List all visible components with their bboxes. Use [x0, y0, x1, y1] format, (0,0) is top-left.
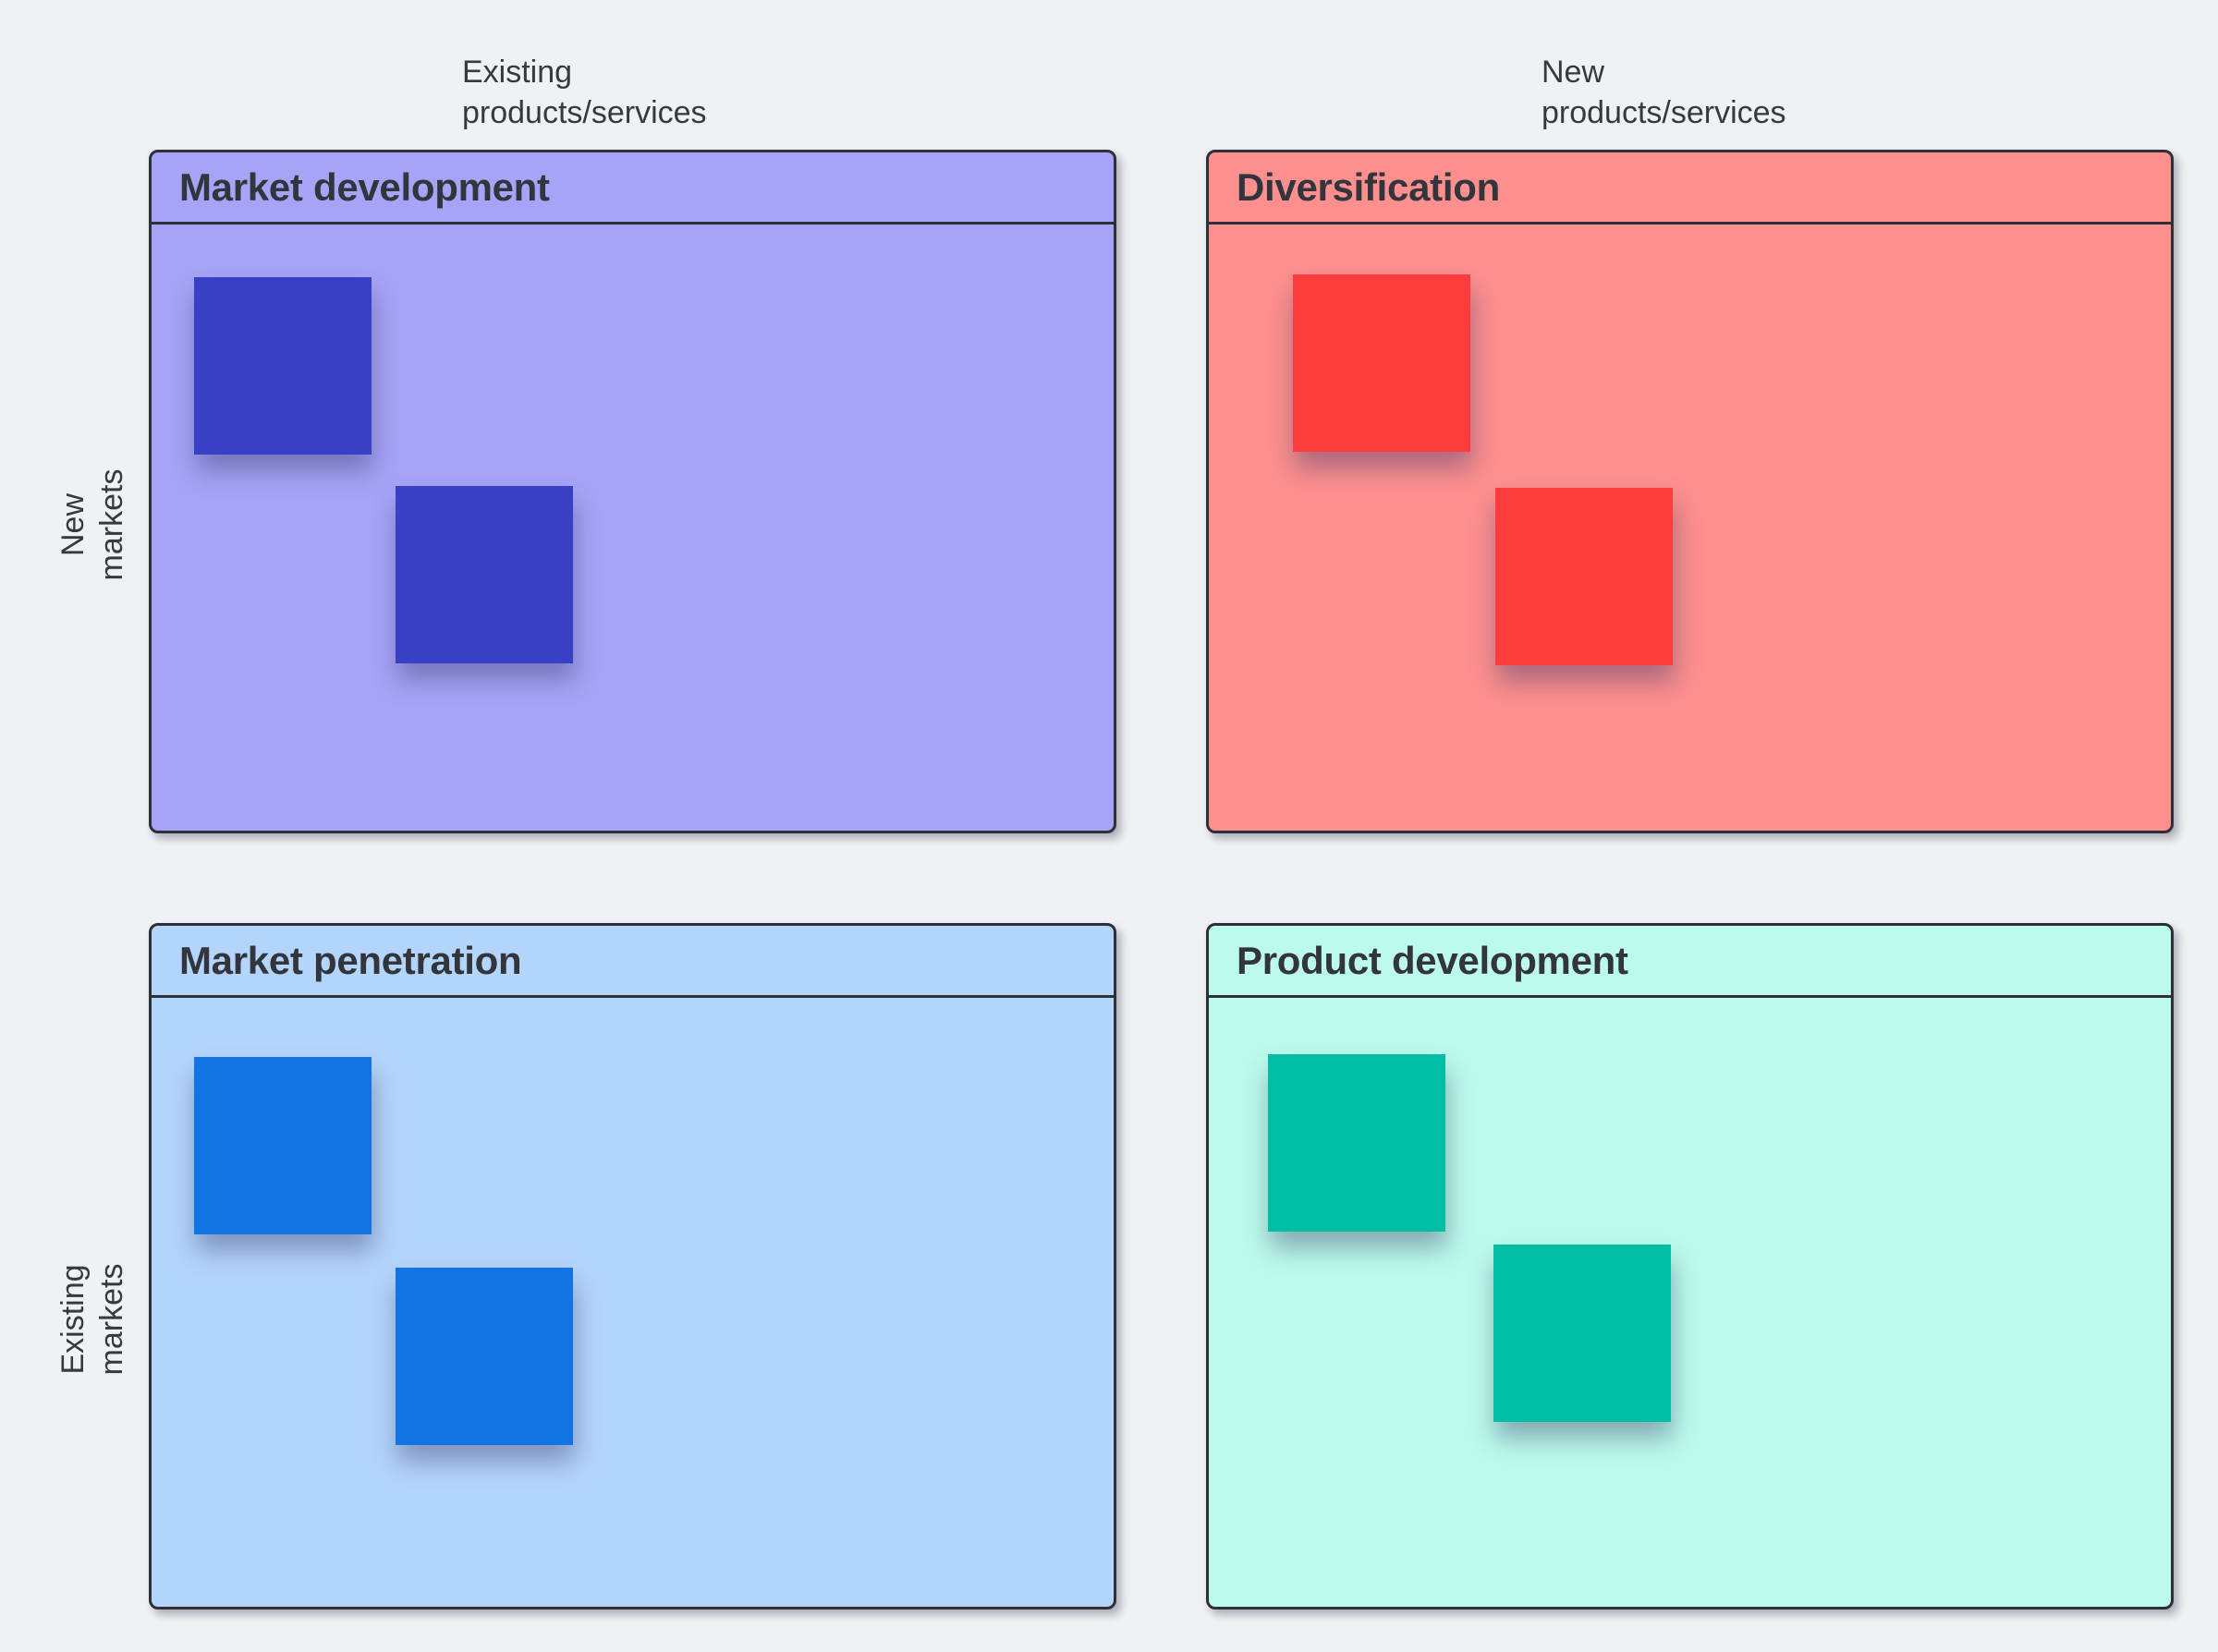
quadrant-title: Market development — [179, 164, 550, 209]
quadrant-title: Market penetration — [179, 938, 522, 982]
quadrant-header: Product development — [1209, 926, 2171, 998]
quadrant-product-development[interactable]: Product development — [1206, 923, 2174, 1609]
quadrant-title: Diversification — [1237, 164, 1500, 209]
quadrant-title: Product development — [1237, 938, 1628, 982]
column-label-new-products: New products/services — [1542, 55, 1786, 130]
sticky-note[interactable] — [1493, 1245, 1671, 1422]
quadrant-header: Market development — [152, 152, 1114, 225]
quadrant-diversification[interactable]: Diversification — [1206, 150, 2174, 833]
sticky-note[interactable] — [396, 486, 573, 663]
quadrant-header: Market penetration — [152, 926, 1114, 998]
quadrant-market-penetration[interactable]: Market penetration — [149, 923, 1116, 1609]
sticky-note[interactable] — [1293, 274, 1470, 452]
row-label-existing-markets: Existing markets — [55, 1263, 129, 1376]
column-label-existing-products: Existing products/services — [462, 55, 707, 130]
sticky-note[interactable] — [1495, 488, 1673, 665]
sticky-note[interactable] — [396, 1268, 573, 1445]
quadrant-market-development[interactable]: Market development — [149, 150, 1116, 833]
sticky-note[interactable] — [194, 277, 372, 455]
quadrant-header: Diversification — [1209, 152, 2171, 225]
row-label-new-markets: New markets — [55, 468, 129, 581]
sticky-note[interactable] — [1268, 1054, 1445, 1232]
sticky-note[interactable] — [194, 1057, 372, 1234]
